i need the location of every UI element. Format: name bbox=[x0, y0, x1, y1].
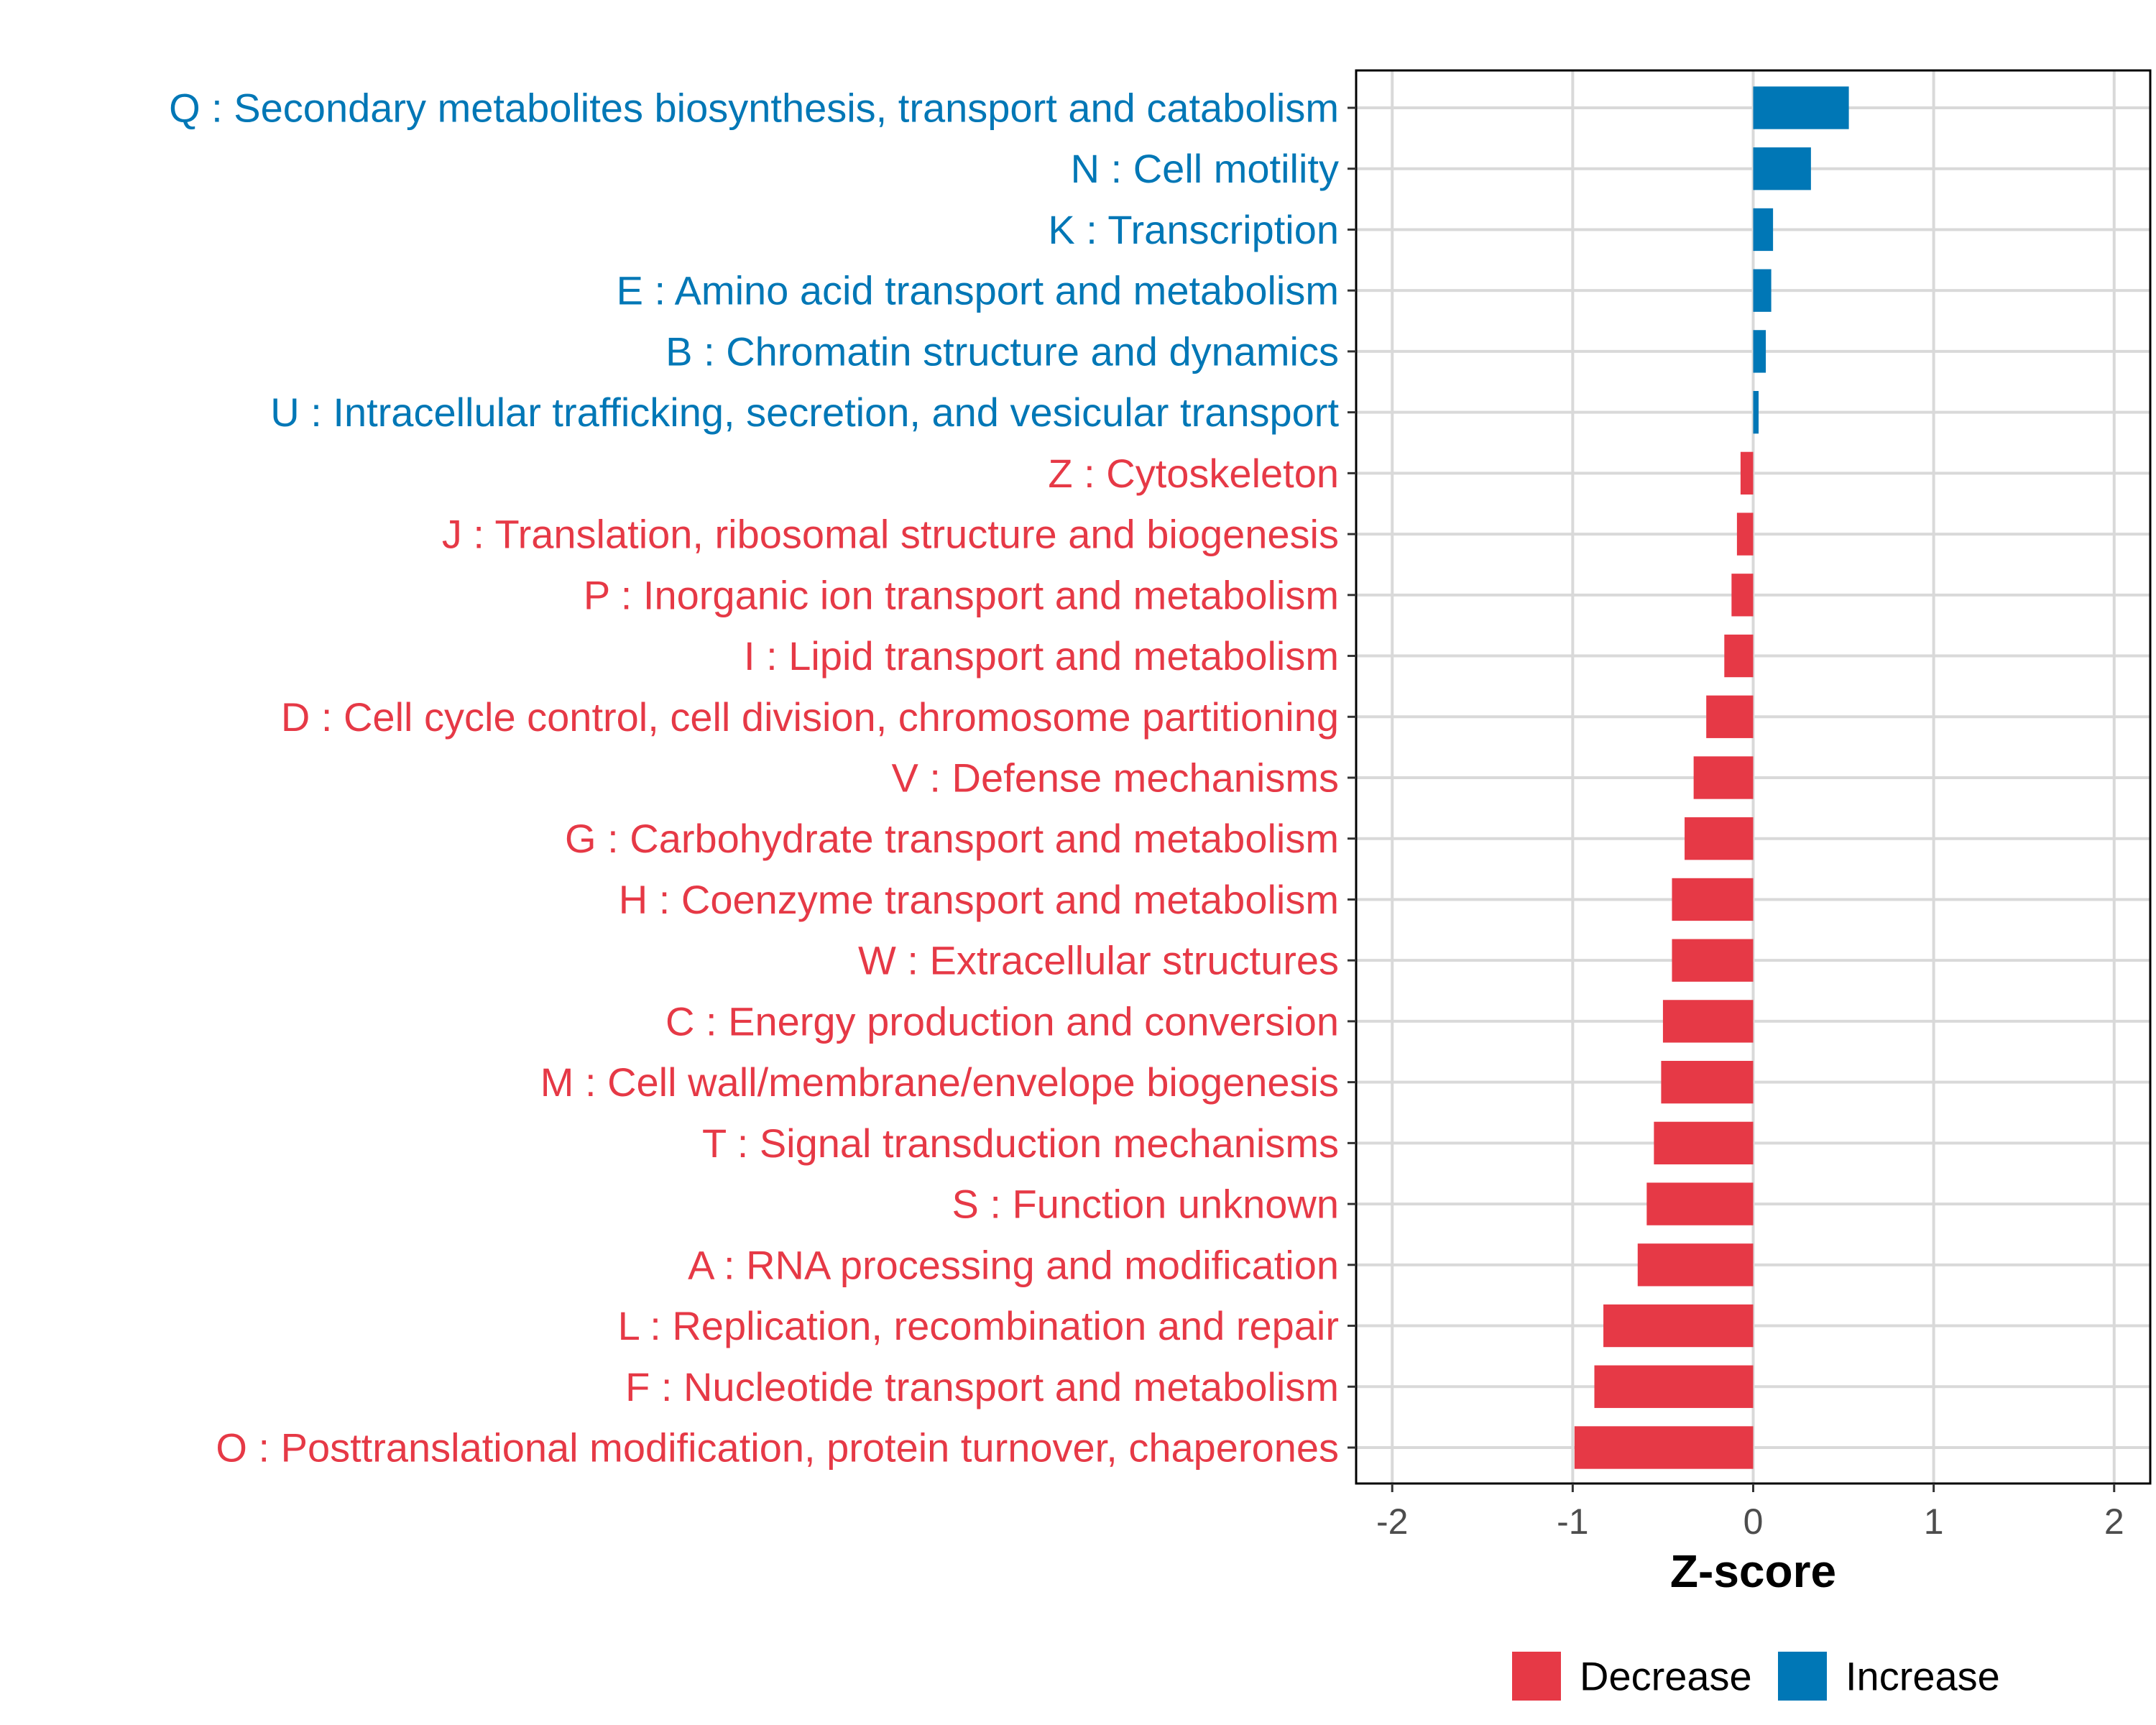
bar bbox=[1724, 634, 1754, 678]
bar bbox=[1753, 330, 1766, 373]
category-label: P : Inorganic ion transport and metaboli… bbox=[584, 572, 1339, 617]
x-tick-label: 1 bbox=[1924, 1501, 1944, 1542]
category-label: D : Cell cycle control, cell division, c… bbox=[281, 694, 1339, 740]
category-label: K : Transcription bbox=[1048, 207, 1339, 252]
category-label: B : Chromatin structure and dynamics bbox=[665, 328, 1339, 374]
bar bbox=[1654, 1121, 1754, 1165]
bar bbox=[1672, 878, 1754, 921]
y-axis-category-labels: Q : Secondary metabolites biosynthesis, … bbox=[169, 86, 1339, 1471]
bar bbox=[1672, 939, 1754, 982]
bar bbox=[1753, 269, 1772, 312]
x-axis-ticks: -2 -1 0 1 2 bbox=[1376, 1484, 2124, 1542]
legend-swatch bbox=[1778, 1652, 1827, 1701]
legend-swatch bbox=[1512, 1652, 1561, 1701]
category-label: S : Function unknown bbox=[952, 1182, 1339, 1227]
y-axis-ticks bbox=[1348, 106, 1356, 1449]
bar bbox=[1731, 574, 1754, 617]
category-label: M : Cell wall/membrane/envelope biogenes… bbox=[540, 1059, 1339, 1105]
category-label: G : Carbohydrate transport and metabolis… bbox=[565, 816, 1339, 861]
category-label: E : Amino acid transport and metabolism bbox=[617, 268, 1339, 313]
legend-label: Decrease bbox=[1580, 1654, 1752, 1699]
bar bbox=[1736, 512, 1754, 556]
category-label: F : Nucleotide transport and metabolism bbox=[625, 1364, 1339, 1409]
bar bbox=[1685, 817, 1754, 860]
x-tick-label: 0 bbox=[1743, 1501, 1764, 1542]
category-label: L : Replication, recombination and repai… bbox=[618, 1303, 1339, 1348]
legend: Decrease Increase bbox=[1512, 1652, 2000, 1701]
bar bbox=[1603, 1304, 1754, 1348]
bar bbox=[1753, 86, 1849, 129]
category-label: W : Extracellular structures bbox=[858, 938, 1339, 983]
bar bbox=[1753, 208, 1774, 252]
bar bbox=[1706, 695, 1754, 738]
bar bbox=[1740, 451, 1754, 495]
legend-label: Increase bbox=[1846, 1654, 2000, 1699]
bar bbox=[1637, 1243, 1754, 1287]
bar bbox=[1753, 390, 1759, 434]
x-tick-label: -2 bbox=[1376, 1501, 1408, 1542]
category-label: Q : Secondary metabolites biosynthesis, … bbox=[169, 86, 1339, 131]
category-label: H : Coenzyme transport and metabolism bbox=[619, 877, 1339, 922]
x-tick-label: 2 bbox=[2104, 1501, 2124, 1542]
bar bbox=[1594, 1365, 1754, 1408]
bar bbox=[1662, 1000, 1754, 1043]
x-tick-label: -1 bbox=[1557, 1501, 1588, 1542]
bar bbox=[1661, 1060, 1754, 1104]
category-label: Z : Cytoskeleton bbox=[1048, 451, 1339, 496]
category-label: O : Posttranslational modification, prot… bbox=[216, 1425, 1339, 1471]
category-label: A : RNA processing and modification bbox=[688, 1242, 1339, 1287]
x-axis-title: Z-score bbox=[1670, 1545, 1836, 1597]
category-label: T : Signal transduction mechanisms bbox=[702, 1121, 1339, 1166]
category-label: N : Cell motility bbox=[1071, 146, 1339, 191]
bar bbox=[1753, 147, 1811, 190]
category-label: U : Intracellular trafficking, secretion… bbox=[270, 390, 1339, 435]
category-label: J : Translation, ribosomal structure and… bbox=[442, 512, 1339, 557]
category-label: V : Defense mechanisms bbox=[892, 755, 1339, 801]
bars bbox=[1574, 86, 1849, 1469]
bar bbox=[1646, 1182, 1754, 1225]
category-label: C : Energy production and conversion bbox=[665, 998, 1339, 1044]
bar bbox=[1693, 756, 1754, 799]
bar bbox=[1574, 1426, 1754, 1469]
category-label: I : Lipid transport and metabolism bbox=[744, 633, 1339, 678]
